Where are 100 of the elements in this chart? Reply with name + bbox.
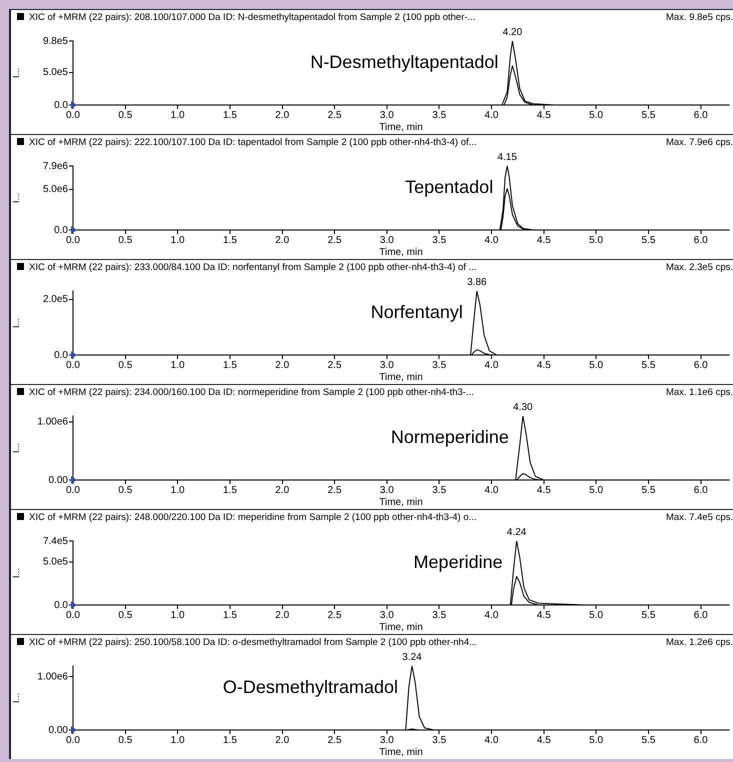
x-tick-label: 6.0: [694, 734, 708, 746]
text: Max. 9.8e5 cps.: [666, 11, 733, 25]
x-tick-label: 5.5: [641, 234, 656, 246]
x-tick-label: 4.0: [484, 610, 499, 621]
y-tick-label: 5.0e5: [42, 556, 68, 568]
annotation: Normeperidine: [390, 426, 509, 447]
x-tick-label: 3.5: [432, 360, 447, 371]
chart-title: XIC of +MRM (22 pairs): 233.000/84.100 Da ID: norfentanyl from Sample 2 (100 ppb other-nh4-th3-4) of ...: [29, 262, 477, 273]
x-tick-label: 3.5: [432, 234, 447, 246]
x-tick-label: 4.0: [484, 360, 499, 371]
text: Max. 1.1e6 cps.: [666, 386, 733, 400]
x-tick-label: 5.0: [589, 360, 604, 371]
x-axis-title: Time, min: [379, 246, 423, 258]
x-axis-title: Time, min: [379, 372, 423, 383]
chart-title: XIC of +MRM (22 pairs): 208.100/107.000 Da ID: N-desmethyltapentadol from Sample 2 (100 ppb other-...: [29, 12, 476, 23]
x-tick-label: 5.5: [641, 610, 656, 621]
y-tick-label: 2.0e5: [42, 294, 68, 306]
x-tick-label: 5.0: [589, 734, 604, 746]
x-tick-label: 2.5: [328, 484, 342, 496]
annotation: 4.20: [502, 26, 523, 38]
y-tick-label: 1.00e6: [37, 671, 68, 682]
annotation: Meperidine: [414, 552, 503, 572]
chart-title: XIC of +MRM (22 pairs): 222.100/107.100 Da ID: tapentadol from Sample 2 (100 ppb other-nh4-th3-4) of...: [29, 137, 477, 148]
x-tick-label: 2.5: [328, 110, 342, 121]
x-tick-label: 6.0: [694, 610, 708, 621]
x-tick-label: 2.0: [275, 360, 290, 371]
x-tick-label: 3.5: [432, 110, 447, 121]
x-axis-title: Time, min: [379, 746, 423, 758]
x-tick-label: 6.0: [694, 484, 708, 496]
x-tick-label: 3.5: [432, 484, 447, 496]
x-tick-label: 1.5: [222, 734, 238, 746]
x-tick-label: 1.0: [170, 360, 186, 371]
x-tick-label: 2.0: [275, 484, 290, 496]
x-tick-label: 4.5: [536, 734, 552, 746]
y-axis-title: I...: [10, 318, 21, 328]
x-tick-label: 4.5: [536, 484, 552, 496]
x-tick-label: 1.0: [170, 234, 186, 246]
y-tick-label: 0.00: [48, 724, 68, 736]
y-axis-title: I...: [10, 192, 21, 204]
x-tick-label: 6.0: [694, 234, 708, 246]
y-tick-label: 7.4e5: [42, 536, 68, 547]
x-tick-label: 2.5: [328, 734, 342, 746]
x-tick-label: 3.0: [380, 110, 394, 121]
y-tick-label: 0.00: [48, 474, 68, 486]
x-axis-title: Time, min: [379, 122, 423, 133]
x-tick-label: 3.5: [432, 734, 447, 746]
x-tick-label: 1.0: [170, 110, 186, 121]
x-tick-label: 2.0: [275, 234, 290, 246]
y-tick-label: 5.0e6: [42, 184, 68, 196]
annotation: Tepentadol: [405, 176, 494, 197]
x-tick-label: 0.5: [118, 360, 133, 371]
x-tick-label: 6.0: [694, 360, 708, 371]
x-tick-label: 1.5: [222, 234, 238, 246]
y-tick-label: 5.0e5: [42, 67, 68, 78]
text: Max. 7.4e5 cps.: [666, 511, 733, 525]
x-tick-label: 4.0: [484, 734, 499, 746]
x-tick-label: 2.0: [275, 610, 290, 621]
y-axis-title: I...: [10, 68, 21, 78]
x-tick-label: 5.0: [589, 484, 604, 496]
x-tick-label: 5.0: [589, 110, 604, 121]
x-tick-label: 5.5: [641, 734, 656, 746]
x-tick-label: 2.5: [328, 610, 342, 621]
text: Max. 1.2e6 cps.: [666, 636, 733, 650]
y-axis-title: I...: [10, 692, 21, 704]
x-tick-label: 0.5: [118, 610, 133, 621]
chart-title: XIC of +MRM (22 pairs): 248.000/220.100 Da ID: meperidine from Sample 2 (100 ppb other-nh4-th3-4) o...: [29, 512, 477, 523]
x-axis-title: Time, min: [379, 496, 423, 508]
x-tick-label: 0.0: [66, 360, 80, 371]
x-tick-label: 4.0: [484, 234, 499, 246]
x-tick-label: 1.0: [170, 734, 186, 746]
y-tick-label: 7.9e6: [42, 160, 68, 172]
x-tick-label: 4.0: [484, 110, 499, 121]
x-tick-label: 5.5: [641, 360, 656, 371]
text: Max. 2.3e5 cps.: [666, 261, 733, 275]
x-tick-label: 3.0: [380, 360, 394, 371]
x-tick-label: 0.0: [66, 234, 80, 246]
annotation: Norfentanyl: [370, 302, 463, 322]
x-tick-label: 4.5: [536, 110, 552, 121]
x-tick-label: 3.0: [380, 610, 394, 621]
x-tick-label: 0.5: [118, 110, 133, 121]
x-tick-label: 1.5: [222, 360, 238, 371]
x-tick-label: 0.0: [66, 610, 80, 621]
y-axis-title: I...: [10, 568, 21, 578]
x-tick-label: 1.0: [170, 484, 186, 496]
y-tick-label: 0.0: [54, 600, 68, 611]
annotation: 3.24: [402, 652, 422, 663]
x-tick-label: 5.5: [641, 110, 656, 121]
x-tick-label: 1.5: [222, 110, 238, 121]
x-tick-label: 5.0: [589, 234, 604, 246]
y-tick-label: 0.0: [54, 224, 68, 236]
chart-title: XIC of +MRM (22 pairs): 234.000/160.100 Da ID: normeperidine from Sample 2 (100 ppb other-nh4-th3-...: [29, 387, 474, 398]
annotation: 3.86: [467, 276, 488, 288]
x-tick-label: 4.5: [536, 610, 552, 621]
x-tick-label: 0.5: [118, 484, 133, 496]
x-tick-label: 3.0: [380, 484, 394, 496]
x-tick-label: 4.0: [484, 484, 499, 496]
annotation: 4.15: [497, 152, 518, 163]
x-tick-label: 2.0: [275, 110, 290, 121]
x-tick-label: 5.5: [641, 484, 656, 496]
x-tick-label: 0.5: [118, 234, 133, 246]
